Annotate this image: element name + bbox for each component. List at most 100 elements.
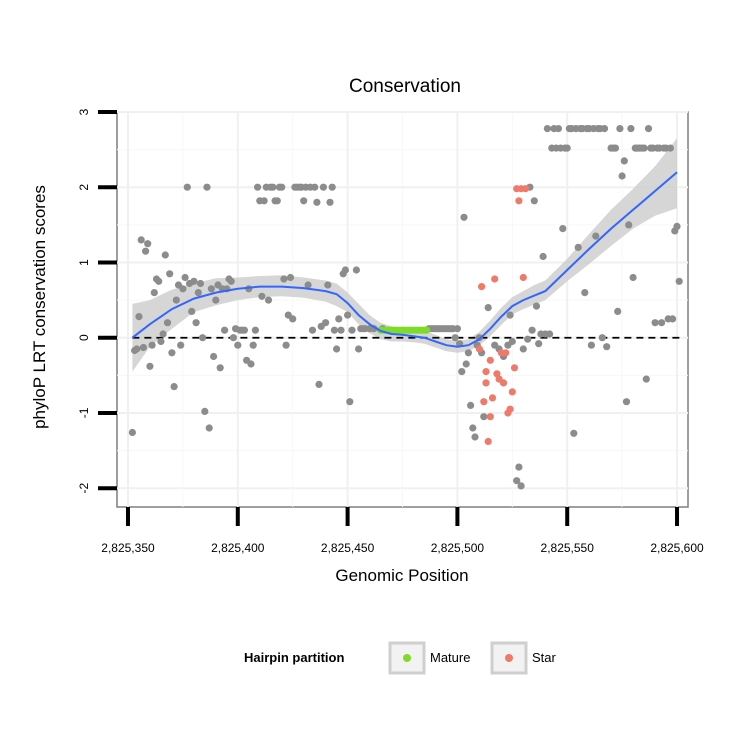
point-star xyxy=(499,379,508,387)
point-other xyxy=(616,125,624,133)
point-other xyxy=(330,326,338,334)
point-other xyxy=(618,172,626,180)
point-other xyxy=(137,236,145,244)
point-other xyxy=(337,326,345,334)
point-other xyxy=(234,341,242,349)
chart-title: Conservation xyxy=(349,76,461,97)
point-other xyxy=(319,183,327,191)
point-other xyxy=(629,273,637,282)
point-other xyxy=(170,383,178,391)
point-other xyxy=(524,335,532,343)
point-other xyxy=(546,330,554,338)
point-other xyxy=(598,334,606,342)
point-star xyxy=(486,356,494,364)
point-other xyxy=(530,197,538,205)
point-other xyxy=(146,362,154,370)
point-other xyxy=(528,326,536,334)
point-other xyxy=(300,197,308,205)
point-other xyxy=(539,252,547,261)
legend-label-mature: Mature xyxy=(430,650,470,665)
point-other xyxy=(513,477,521,485)
x-tick-label: 2,825,500 xyxy=(431,541,485,555)
point-other xyxy=(289,315,297,323)
point-other xyxy=(313,198,321,206)
point-other xyxy=(587,341,596,349)
point-other xyxy=(535,340,543,348)
legend: Hairpin partition Mature Star xyxy=(244,641,557,675)
point-other xyxy=(159,330,167,338)
point-other xyxy=(519,345,527,353)
point-other xyxy=(155,277,163,285)
point-other xyxy=(216,364,224,372)
point-star xyxy=(508,388,516,396)
point-other xyxy=(144,240,152,248)
point-other xyxy=(640,144,648,152)
point-other xyxy=(315,380,323,388)
point-other xyxy=(471,433,479,441)
point-star xyxy=(482,379,490,387)
point-star xyxy=(506,405,514,413)
point-other xyxy=(172,296,180,304)
point-other xyxy=(183,183,191,191)
point-other xyxy=(341,266,349,274)
point-other xyxy=(212,296,220,304)
point-other xyxy=(600,125,609,133)
point-other xyxy=(642,375,650,383)
point-other xyxy=(240,326,248,334)
point-other xyxy=(673,222,681,230)
x-tick-label: 2,825,350 xyxy=(101,541,155,555)
point-other xyxy=(644,125,653,133)
point-other xyxy=(543,125,552,133)
point-star xyxy=(478,283,486,291)
point-star xyxy=(519,273,527,282)
point-other xyxy=(308,326,317,334)
point-other xyxy=(322,319,330,327)
point-other xyxy=(205,424,213,432)
point-other xyxy=(611,144,620,152)
y-tick-label: 2 xyxy=(77,184,91,191)
point-star xyxy=(486,413,494,421)
x-tick-label: 2,825,450 xyxy=(321,541,375,555)
legend-label-star: Star xyxy=(532,650,557,665)
point-other xyxy=(627,125,635,133)
point-other xyxy=(480,413,488,421)
point-star xyxy=(510,364,519,372)
point-other xyxy=(150,289,158,297)
point-star xyxy=(491,275,499,283)
point-other xyxy=(559,225,567,233)
point-other xyxy=(258,292,266,300)
point-other xyxy=(133,345,141,353)
point-other xyxy=(352,266,360,274)
point-other xyxy=(658,319,666,327)
point-other xyxy=(515,463,523,471)
point-other xyxy=(348,326,356,334)
point-other xyxy=(229,334,237,342)
point-other xyxy=(517,482,525,490)
point-mature xyxy=(423,326,431,334)
y-tick-label: -2 xyxy=(77,483,91,494)
point-other xyxy=(168,349,176,357)
point-other xyxy=(554,125,563,133)
point-star xyxy=(515,197,523,205)
point-other xyxy=(592,232,600,240)
point-other xyxy=(161,251,169,259)
point-other xyxy=(179,285,187,293)
point-other xyxy=(249,341,257,349)
point-other xyxy=(278,183,286,191)
point-other xyxy=(177,341,185,349)
point-other xyxy=(462,360,470,368)
point-other xyxy=(451,334,459,342)
point-other xyxy=(675,277,683,285)
legend-title: Hairpin partition xyxy=(244,650,344,665)
x-tick-label: 2,825,600 xyxy=(650,541,704,555)
point-other xyxy=(469,424,477,432)
point-other xyxy=(199,334,207,342)
y-axis: -2 -1 0 1 2 3 xyxy=(77,108,117,494)
legend-swatch-star xyxy=(505,654,513,662)
y-tick-label: 1 xyxy=(77,259,91,266)
point-other xyxy=(166,270,174,278)
point-other xyxy=(139,343,147,352)
point-other xyxy=(163,319,172,327)
point-other xyxy=(221,326,229,334)
point-star xyxy=(482,368,490,376)
